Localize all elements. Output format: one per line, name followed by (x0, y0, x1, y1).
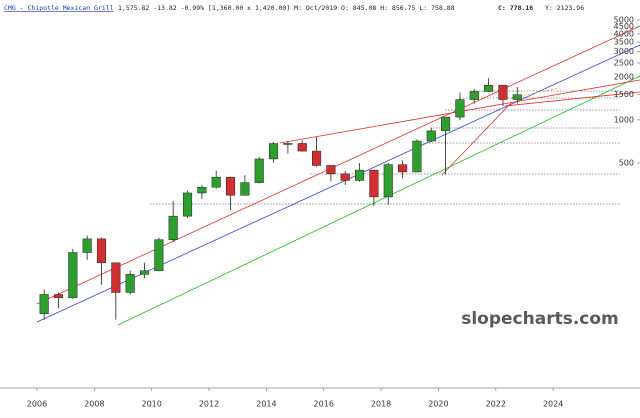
candle-body (197, 186, 207, 194)
x-tick-label: 2014 (256, 400, 276, 409)
candle-body (369, 169, 379, 198)
candle-body (512, 94, 522, 100)
candle-body (426, 130, 436, 142)
header: CMG - Chipotle Mexican Grill 1,575.82 -1… (4, 4, 584, 12)
candle-body (139, 270, 150, 275)
y-tick-label: 1000 (614, 115, 634, 124)
y-tick-label: 5000 (614, 15, 634, 24)
candle-body (168, 215, 178, 240)
trend-lines (36, 25, 640, 326)
candle-body (283, 143, 293, 145)
x-tick-label: 2012 (199, 400, 219, 409)
y-tick-label: 2000 (614, 72, 634, 81)
y-tick-label: 1500 (614, 90, 634, 99)
candle-body (498, 84, 508, 100)
candle-body (182, 192, 193, 217)
candle-body (355, 169, 365, 181)
candle-body (254, 158, 264, 183)
candle-body (125, 274, 135, 293)
candle-body (53, 294, 64, 298)
x-tick-label: 2016 (314, 400, 334, 409)
trend-line (504, 91, 640, 107)
candle-body (441, 116, 451, 132)
candle-body (225, 176, 236, 196)
candle-body (340, 173, 350, 181)
candle-body (398, 164, 408, 173)
candle-body (312, 150, 322, 166)
trend-line (36, 44, 640, 323)
y-tick-label: 4000 (614, 29, 634, 38)
trend-line (117, 75, 640, 326)
candle-body (268, 143, 279, 160)
y-tick-label: 500 (619, 158, 634, 167)
candle-body (455, 99, 465, 118)
candle-body (469, 91, 479, 100)
y-tick-label: 4500 (614, 22, 634, 31)
candle-body (68, 252, 78, 298)
candle-body (39, 294, 49, 314)
candle-body (82, 238, 92, 253)
y-tick-label: 3500 (614, 38, 634, 47)
x-tick-label: 2024 (543, 400, 563, 409)
y-tick-label: 2500 (614, 59, 634, 68)
x-tick-label: 2020 (428, 400, 448, 409)
candle-body (297, 143, 307, 152)
chart-title[interactable]: CMG - Chipotle Mexican Grill (4, 4, 114, 12)
candle-body (154, 239, 164, 271)
candle-body (211, 176, 221, 188)
x-tick-label: 2018 (371, 400, 391, 409)
candle-body (412, 140, 422, 173)
quote-info: 1,575.82 -13.82 -0.99% [1,360.00 x 1,420… (118, 4, 455, 12)
close-info: C: 778.16 (498, 4, 533, 12)
watermark: slopecharts.com (461, 309, 619, 329)
candle-body (484, 84, 494, 92)
candle-body (111, 262, 121, 293)
candle-body (383, 164, 393, 198)
trend-line (441, 101, 513, 176)
x-tick-label: 2008 (84, 400, 104, 409)
candle-body (326, 165, 336, 175)
candles (39, 78, 522, 320)
x-tick-label: 2010 (142, 400, 162, 409)
trend-line (36, 25, 640, 305)
candle-body (240, 182, 250, 196)
x-tick-label: 2022 (486, 400, 506, 409)
candle-body (96, 238, 107, 264)
y-info: Y: 2123.96 (545, 4, 584, 12)
y-tick-label: 3000 (614, 47, 634, 56)
x-tick-label: 2006 (27, 400, 47, 409)
